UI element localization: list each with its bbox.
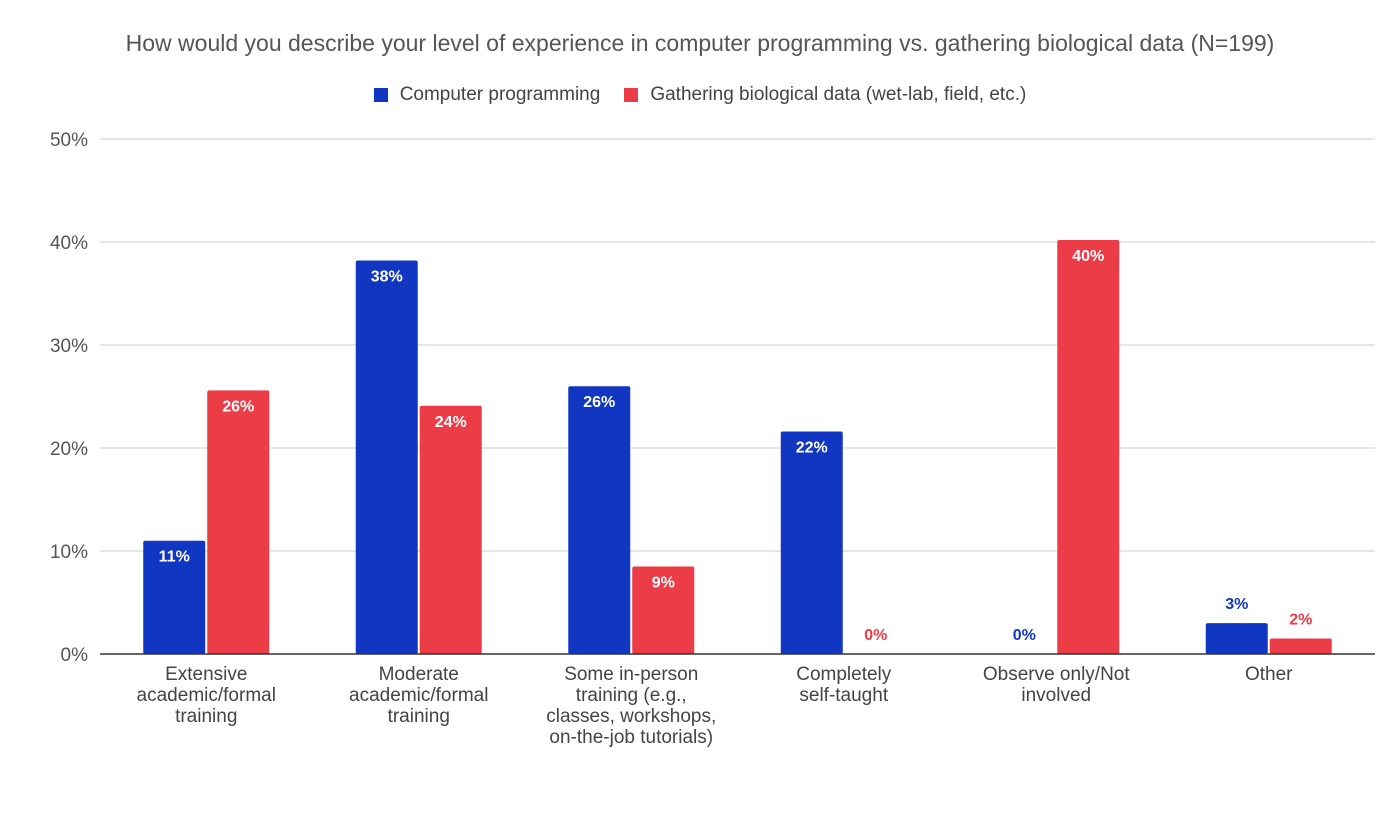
x-category-label-line: Extensive	[165, 664, 247, 685]
x-category-label-line: Completely	[796, 664, 892, 685]
bar-programming-5	[1205, 623, 1268, 654]
bar-programming-0	[143, 540, 206, 654]
bar-data-label: 22%	[796, 440, 828, 457]
x-category-label-line: training	[175, 706, 237, 727]
y-tick-label: 40%	[50, 233, 88, 254]
bar-data-label: 26%	[222, 398, 254, 415]
y-tick-label: 30%	[50, 336, 88, 357]
bar-data-label: 9%	[652, 574, 675, 591]
bar-biological-2	[632, 566, 695, 654]
bar-data-label: 26%	[583, 394, 615, 411]
x-category-label-line: on-the-job tutorials)	[549, 727, 713, 748]
legend-label-gathering-biological-data: Gathering biological data (wet-lab, fiel…	[650, 84, 1027, 105]
bar-data-label: 40%	[1072, 248, 1104, 265]
x-category-label-line: training (e.g.,	[576, 685, 687, 706]
legend-swatch-gathering-biological-data	[624, 88, 639, 102]
x-category-label: Moderate academic/formal training	[349, 664, 488, 727]
chart-title: How would you describe your level of exp…	[125, 30, 1275, 56]
bar-data-label: 0%	[1013, 627, 1036, 644]
bar-biological-4	[1057, 239, 1120, 654]
x-category-label: Extensive academic/formal training	[137, 664, 276, 727]
x-category-label-line: Moderate	[379, 664, 459, 685]
legend-item-gathering-biological-data: Gathering biological data (wet-lab, fiel…	[624, 84, 1026, 106]
bar-data-label: 0%	[864, 627, 887, 644]
legend-swatch-computer-programming	[373, 88, 388, 102]
x-category-label-line: training	[388, 706, 450, 727]
x-category-label-line: Observe only/Not	[983, 664, 1131, 685]
y-tick-label: 20%	[50, 439, 88, 460]
bar-biological-5	[1269, 638, 1332, 654]
x-category-label-line: self-taught	[799, 685, 888, 706]
bar-biological-0	[207, 390, 270, 654]
bar-programming-3	[780, 431, 843, 654]
x-category-label-line: classes, workshops,	[546, 706, 716, 727]
bar-programming-1	[355, 260, 418, 654]
bar-programming-2	[568, 386, 631, 654]
x-category-label: Some in-person training (e.g., classes, wo…	[546, 664, 716, 748]
legend-item-computer-programming: Computer programming	[373, 84, 601, 106]
y-tick-label: 0%	[61, 645, 89, 666]
x-category-label: Other	[1245, 664, 1293, 685]
y-tick-label: 50%	[50, 130, 88, 151]
y-tick-label: 10%	[50, 542, 88, 563]
bar-data-label: 38%	[371, 269, 403, 286]
x-category-label-line: Some in-person	[564, 664, 698, 685]
x-category-label-line: academic/formal	[137, 685, 276, 706]
x-category-label: Observe only/Not involved	[983, 664, 1131, 706]
x-category-label-line: involved	[1021, 685, 1091, 706]
x-category-label-line: Other	[1245, 664, 1293, 685]
bar-data-label: 24%	[435, 414, 467, 431]
legend-label-computer-programming: Computer programming	[399, 84, 601, 105]
bar-biological-1	[419, 405, 482, 654]
bar-data-label: 2%	[1289, 612, 1312, 629]
bar-data-label: 11%	[159, 549, 190, 566]
bar-data-label: 3%	[1225, 596, 1248, 613]
legend: Computer programming Gathering biologica…	[0, 84, 1400, 106]
x-category-label-line: academic/formal	[349, 685, 488, 706]
x-category-label: Completely self-taught	[796, 664, 892, 706]
